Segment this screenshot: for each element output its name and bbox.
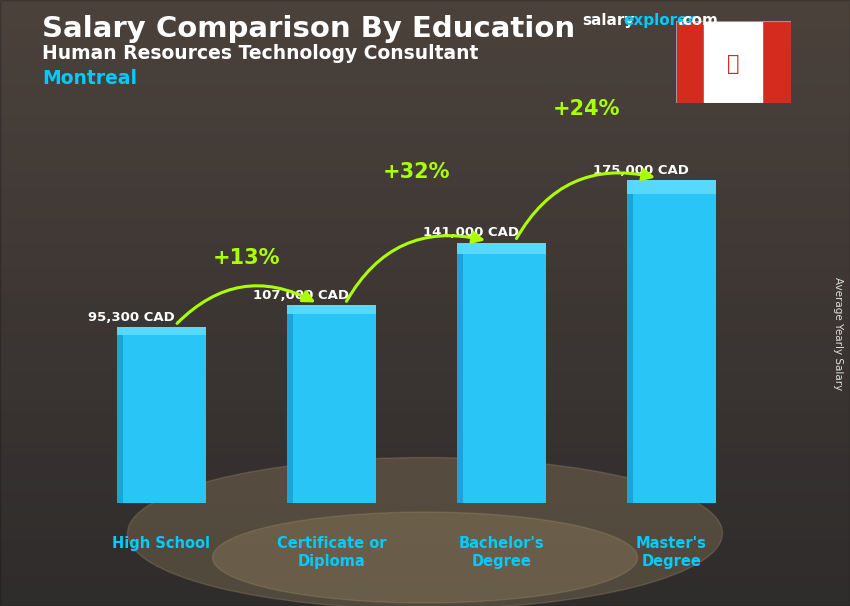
Text: +32%: +32% — [382, 162, 450, 182]
Text: .com: .com — [677, 13, 718, 28]
Bar — [457, 242, 546, 503]
Bar — [457, 242, 546, 255]
Text: 🍁: 🍁 — [727, 54, 740, 74]
Text: Average Yearly Salary: Average Yearly Salary — [833, 277, 843, 390]
Bar — [762, 21, 790, 103]
Bar — [627, 180, 633, 503]
Text: 175,000 CAD: 175,000 CAD — [593, 164, 688, 176]
Text: explorer: explorer — [623, 13, 695, 28]
Text: Master's
Degree: Master's Degree — [636, 536, 707, 568]
Text: 141,000 CAD: 141,000 CAD — [423, 227, 518, 239]
Ellipse shape — [212, 512, 638, 603]
Bar — [117, 327, 123, 503]
Bar — [676, 21, 705, 103]
Bar — [457, 242, 463, 503]
Bar — [287, 305, 376, 315]
Bar — [287, 305, 293, 503]
Text: 107,000 CAD: 107,000 CAD — [253, 289, 348, 302]
Bar — [117, 327, 206, 503]
Text: +13%: +13% — [212, 248, 280, 268]
Text: Human Resources Technology Consultant: Human Resources Technology Consultant — [42, 44, 479, 62]
Bar — [627, 180, 716, 195]
Text: Certificate or
Diploma: Certificate or Diploma — [277, 536, 386, 568]
Text: 95,300 CAD: 95,300 CAD — [88, 311, 174, 324]
Text: salary: salary — [582, 13, 635, 28]
Bar — [705, 21, 762, 103]
Text: Bachelor's
Degree: Bachelor's Degree — [459, 536, 544, 568]
Text: +24%: +24% — [552, 99, 620, 119]
Ellipse shape — [128, 458, 722, 606]
Bar — [287, 305, 376, 503]
Bar — [627, 180, 716, 503]
Text: High School: High School — [112, 536, 211, 551]
Text: Montreal: Montreal — [42, 69, 138, 88]
Bar — [117, 327, 206, 335]
Text: Salary Comparison By Education: Salary Comparison By Education — [42, 15, 575, 43]
